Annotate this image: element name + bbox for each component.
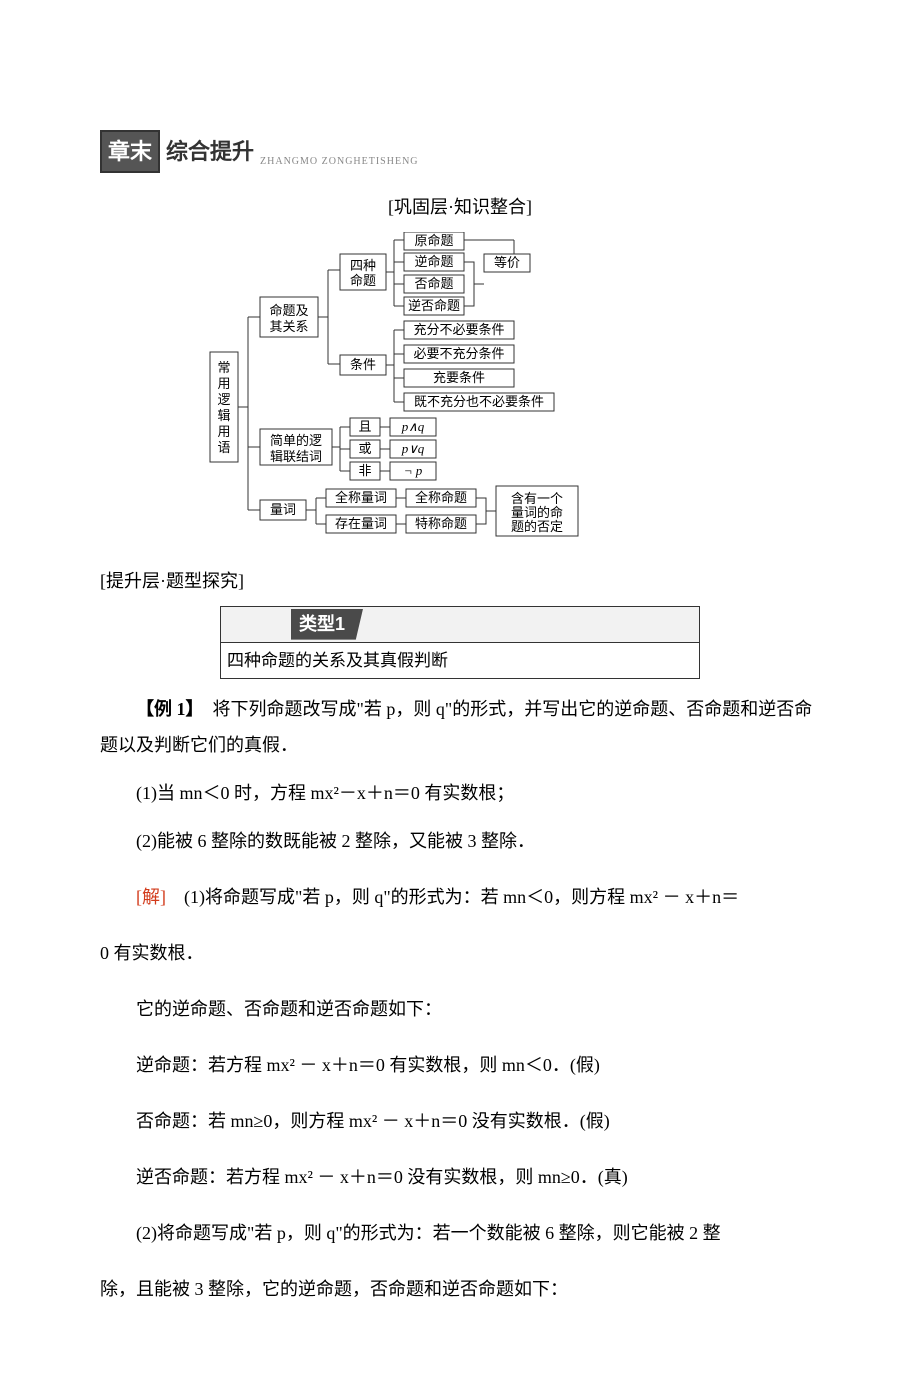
type1-block: 类型1 四种命题的关系及其真假判断 (220, 606, 700, 679)
solution-p6b: 除，且能被 3 整除，它的逆命题，否命题和逆否命题如下： (100, 1271, 820, 1307)
svg-text:且: 且 (358, 419, 371, 434)
svg-text:四种: 四种 (350, 258, 376, 273)
type1-header: 类型1 (221, 607, 699, 643)
example1-item1: (1)当 mn＜0 时，方程 mx²－x＋n＝0 有实数根； (100, 775, 820, 811)
svg-text:用: 用 (217, 376, 230, 391)
svg-text:语: 语 (217, 440, 230, 455)
svg-text:逆命题: 逆命题 (414, 254, 453, 269)
svg-text:充分不必要条件: 充分不必要条件 (413, 322, 504, 337)
svg-text:条件: 条件 (350, 357, 376, 372)
svg-text:全称量词: 全称量词 (335, 490, 387, 505)
badge-text: 综合提升 (166, 134, 254, 169)
svg-text:常: 常 (217, 360, 230, 375)
svg-text:全称命题: 全称命题 (415, 490, 467, 505)
svg-text:特称命题: 特称命题 (415, 516, 467, 531)
svg-text:含有一个: 含有一个 (511, 491, 563, 506)
solution-p3: 逆命题：若方程 mx² － x＋n＝0 有实数根，则 mn＜0．(假) (100, 1047, 820, 1083)
example1-item2: (2)能被 6 整除的数既能被 2 整除，又能被 3 整除． (100, 823, 820, 859)
svg-text:命题及: 命题及 (269, 303, 308, 318)
solution-p1b: 0 有实数根． (100, 935, 820, 971)
svg-text:否命题: 否命题 (414, 276, 453, 291)
layer2-title: [提升层·题型探究] (100, 567, 820, 596)
example1-stem-text: 将下列命题改写成"若 p，则 q"的形式，并写出它的逆命题、否命题和逆否命题以及… (100, 699, 812, 755)
svg-text:¬ p: ¬ p (404, 463, 423, 478)
solution-label: [解] (136, 887, 166, 907)
svg-text:其关系: 其关系 (269, 319, 308, 334)
concept-diagram: 常 用 逻 辑 用 语 命题及 其关系 四种 命题 原命题 逆命题 否命题 逆否… (100, 232, 820, 552)
solution-p2: 它的逆命题、否命题和逆否命题如下： (100, 991, 820, 1027)
diagram-original: 原命题 (414, 233, 453, 248)
svg-text:充要条件: 充要条件 (433, 370, 485, 385)
svg-text:题的否定: 题的否定 (511, 519, 563, 534)
solution-p1a: (1)将命题写成"若 p，则 q"的形式为：若 mn＜0，则方程 mx² － x… (184, 887, 739, 907)
example1-label: 【例 1】 (136, 699, 195, 719)
svg-text:必要不充分条件: 必要不充分条件 (413, 346, 504, 361)
svg-text:既不充分也不必要条件: 既不充分也不必要条件 (414, 394, 544, 409)
solution-p6a: (2)将命题写成"若 p，则 q"的形式为：若一个数能被 6 整除，则它能被 2… (100, 1215, 820, 1251)
type1-flag: 类型1 (291, 609, 363, 640)
svg-text:等价: 等价 (494, 255, 520, 270)
badge-prefix: 章末 (100, 130, 160, 173)
svg-text:p∨q: p∨q (401, 441, 425, 456)
layer1-title: [巩固层·知识整合] (100, 193, 820, 222)
svg-text:量词的命: 量词的命 (511, 505, 563, 520)
svg-text:p∧q: p∧q (401, 419, 425, 434)
svg-text:逻: 逻 (217, 392, 230, 407)
solution-p5: 逆否命题：若方程 mx² － x＋n＝0 没有实数根，则 mn≥0．(真) (100, 1159, 820, 1195)
chapter-end-badge: 章末 综合提升 ZHANGMO ZONGHETISHENG (100, 130, 820, 173)
svg-text:用: 用 (217, 424, 230, 439)
svg-text:存在量词: 存在量词 (335, 516, 387, 531)
svg-text:辑联结词: 辑联结词 (270, 449, 322, 464)
svg-text:命题: 命题 (350, 273, 376, 288)
svg-text:逆否命题: 逆否命题 (408, 298, 460, 313)
svg-text:简单的逻: 简单的逻 (270, 433, 322, 448)
type1-subtitle: 四种命题的关系及其真假判断 (221, 643, 699, 678)
svg-text:辑: 辑 (217, 408, 230, 423)
svg-text:或: 或 (358, 441, 371, 456)
example1-stem: 【例 1】 将下列命题改写成"若 p，则 q"的形式，并写出它的逆命题、否命题和… (100, 691, 820, 763)
svg-text:量词: 量词 (270, 502, 296, 517)
solution-p1: [解] (1)将命题写成"若 p，则 q"的形式为：若 mn＜0，则方程 mx²… (100, 879, 820, 915)
solution-p4: 否命题：若 mn≥0，则方程 mx² － x＋n＝0 没有实数根．(假) (100, 1103, 820, 1139)
badge-pinyin: ZHANGMO ZONGHETISHENG (260, 154, 419, 170)
svg-text:非: 非 (358, 463, 371, 478)
